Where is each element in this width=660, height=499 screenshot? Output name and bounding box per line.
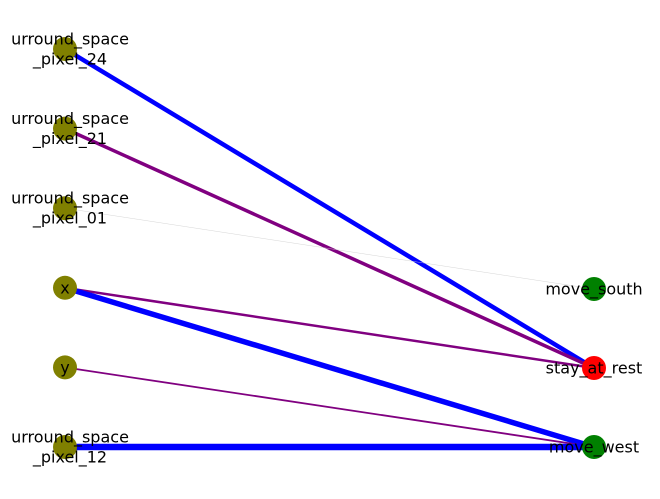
input-node-label: _pixel_21 <box>32 129 107 149</box>
output-node-label: move_west <box>549 438 639 458</box>
input-node-label: _pixel_01 <box>32 209 107 229</box>
input-node-surround_space_pixel_12 <box>53 435 77 459</box>
input-node-label: urround_space <box>11 189 129 209</box>
output-node-label: stay_at_rest <box>546 359 643 379</box>
output-node-stay_at_rest <box>582 356 606 380</box>
input-node-label: urround_space <box>11 30 129 50</box>
input-node-surround_space_pixel_01 <box>53 196 77 221</box>
edge-surround_space_pixel_24-to-stay_at_rest <box>62 46 597 371</box>
input-node-y <box>53 355 77 380</box>
input-node-label: x <box>60 278 69 297</box>
nodes-layer <box>53 37 606 459</box>
labels-layer: urround_space_pixel_24urround_space_pixe… <box>11 30 643 468</box>
output-node-label: move_south <box>545 280 642 300</box>
output-node-move_south <box>582 277 606 301</box>
edge-x-to-stay_at_rest <box>63 286 596 370</box>
edge-y-to-move_west <box>64 366 595 448</box>
input-node-label: _pixel_12 <box>32 448 107 468</box>
input-node-label: y <box>60 358 69 377</box>
input-node-surround_space_pixel_21 <box>53 116 77 141</box>
edges-layer <box>61 46 598 451</box>
input-node-label: _pixel_24 <box>32 50 107 70</box>
edge-x-to-move_west <box>62 285 597 450</box>
input-node-label: urround_space <box>11 428 129 448</box>
input-node-x <box>53 275 77 300</box>
input-node-label: urround_space <box>11 109 129 129</box>
edge-surround_space_pixel_21-to-stay_at_rest <box>63 126 596 370</box>
edge-surround_space_pixel_01-to-move_south <box>64 207 595 290</box>
output-node-move_west <box>582 435 606 459</box>
input-node-surround_space_pixel_24 <box>53 37 77 61</box>
